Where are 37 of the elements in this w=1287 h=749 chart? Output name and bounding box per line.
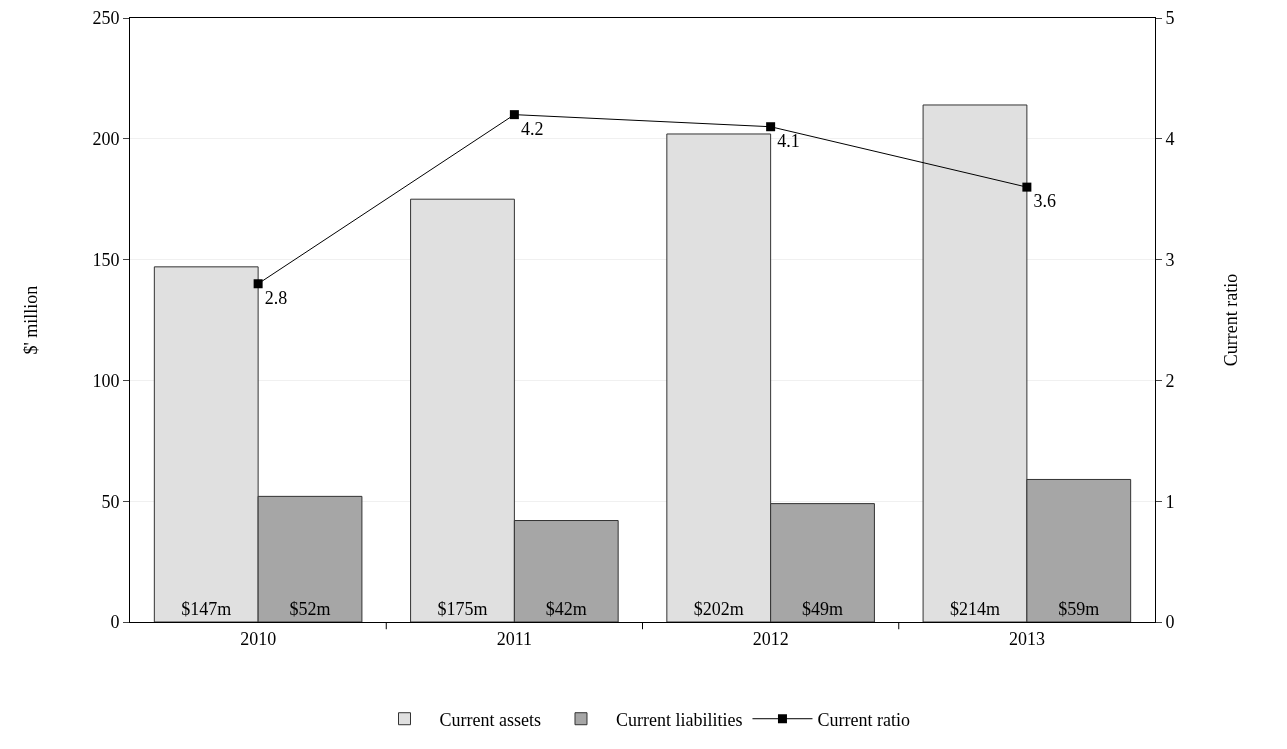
data-label: $59m — [1058, 599, 1100, 619]
data-label: 2.8 — [264, 287, 288, 308]
y2-tick-label: 4 — [1165, 129, 1175, 150]
data-label: 3.6 — [1033, 191, 1057, 212]
data-label: 4.2 — [521, 118, 544, 139]
data-label: $175m — [437, 599, 488, 619]
y-tick-label: 50 — [101, 491, 120, 512]
legend-label: Current ratio — [817, 709, 910, 730]
y2-tick-label: 1 — [1165, 491, 1175, 512]
y-tick-label: 100 — [92, 370, 120, 391]
y2-tick-label: 3 — [1165, 249, 1175, 270]
y-tick-label: 200 — [92, 129, 120, 150]
data-label: $214m — [949, 599, 1000, 619]
x-tick-label: 2010 — [240, 628, 277, 649]
y-tick-label: 150 — [92, 249, 120, 270]
y-tick-label: 0 — [110, 612, 120, 633]
data-label: 4.1 — [777, 130, 800, 151]
x-tick-label: 2013 — [1008, 628, 1045, 649]
data-label: $147m — [181, 599, 232, 619]
point — [509, 110, 519, 120]
y-tick-label: 250 — [92, 8, 120, 29]
data-label: $52m — [289, 599, 331, 619]
point — [766, 122, 776, 132]
data-label: $202m — [693, 599, 744, 619]
point — [253, 279, 263, 289]
y-axis-title: $' million — [20, 285, 41, 355]
legend-label: Current assets — [439, 709, 541, 730]
y2-axis-title: Current ratio — [1220, 273, 1241, 367]
y2-tick-label: 0 — [1165, 612, 1175, 633]
x-tick-label: 2012 — [752, 628, 789, 649]
data-label: $49m — [802, 599, 844, 619]
data-label: $42m — [545, 599, 587, 619]
x-tick-label: 2011 — [496, 628, 533, 649]
y2-tick-label: 5 — [1165, 8, 1175, 29]
point — [1022, 182, 1032, 192]
legend-label: Current liabilities — [615, 709, 743, 730]
y2-tick-label: 2 — [1165, 370, 1175, 391]
